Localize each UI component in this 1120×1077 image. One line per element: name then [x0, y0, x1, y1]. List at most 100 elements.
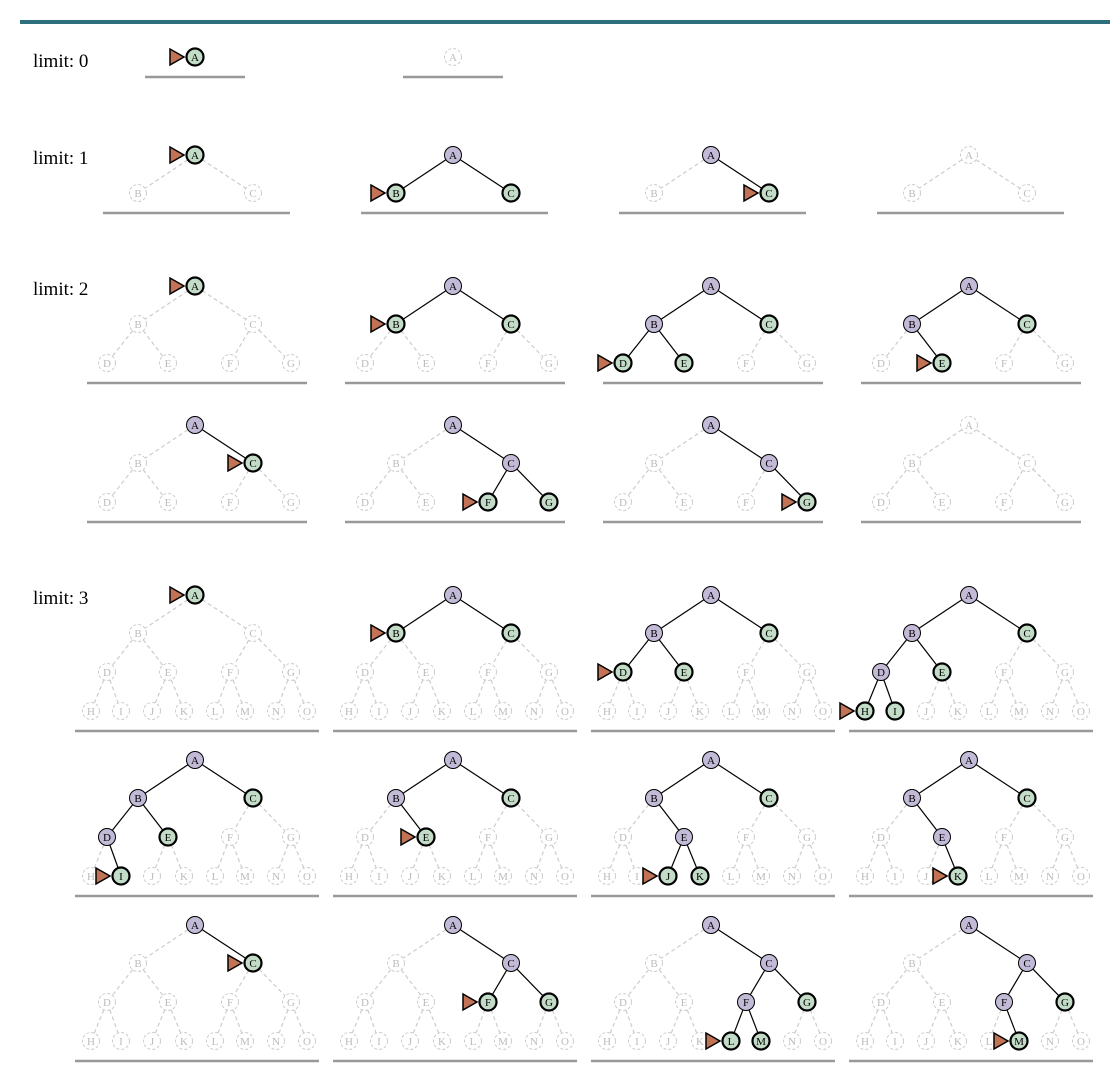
node-label: D [619, 997, 627, 1009]
node-circle [722, 702, 740, 720]
tree-node-f: F [221, 493, 239, 511]
current-node-pointer-icon [227, 453, 244, 473]
node-label: G [1061, 358, 1069, 370]
search-step-panel: A B C [619, 146, 806, 215]
tree-node-m: M [494, 1032, 512, 1050]
node-label: H [861, 871, 869, 883]
node-circle [221, 993, 239, 1011]
node-circle [478, 992, 498, 1012]
tree-edge [170, 844, 182, 869]
tree-edge [402, 429, 447, 459]
tree-edge [1006, 844, 1017, 869]
node-circle [903, 454, 921, 472]
node-label: A [191, 150, 199, 162]
node-label: D [619, 667, 627, 679]
tree-edge [883, 679, 893, 704]
tree-edge [142, 330, 164, 357]
tree-edge [201, 764, 247, 794]
tree-edge [625, 679, 635, 704]
tree-node-o: O [298, 867, 316, 885]
tree-node-d: D [98, 993, 116, 1011]
node-label: N [788, 871, 796, 883]
node-circle [737, 828, 755, 846]
tree-edge [278, 1009, 289, 1034]
tree-node-o: O [1072, 702, 1090, 720]
tree-edge [551, 679, 563, 704]
node-circle [872, 993, 890, 1011]
search-step-panel: A B C D E F G [87, 416, 307, 524]
tree-edge [278, 844, 289, 869]
node-circle [1041, 1032, 1059, 1050]
tree-edge [885, 804, 908, 831]
node-circle [760, 454, 778, 472]
tree-edge [170, 1009, 182, 1034]
tree-node-k: K [433, 1032, 451, 1050]
node-label: G [1061, 497, 1069, 509]
tree-node-l: L [464, 702, 482, 720]
node-circle [502, 954, 520, 972]
node-circle [479, 354, 497, 372]
node-label: F [743, 667, 749, 679]
node-label: L [470, 1036, 477, 1048]
current-node-pointer-icon [462, 992, 479, 1012]
node-label: M [756, 1036, 766, 1048]
node-circle [783, 702, 801, 720]
tree-node-m: M [752, 702, 770, 720]
node-label: B [134, 319, 141, 331]
tree-edge [975, 429, 1021, 459]
tree-node-k: K [949, 1032, 967, 1050]
node-circle [98, 663, 116, 681]
tree-node-e: E [932, 662, 952, 682]
node-circle [267, 702, 285, 720]
tree-edge [142, 639, 164, 666]
tree-edge [609, 1009, 621, 1034]
search-step-panel: A B C D E F G H I J K L M N O [333, 751, 577, 898]
node-circle [186, 416, 204, 434]
node-label: G [545, 497, 553, 509]
tree-node-m: M [236, 1032, 254, 1050]
node-circle [1055, 992, 1075, 1012]
tree-node-c: C [501, 788, 521, 808]
tree-edge [142, 804, 164, 831]
node-circle [1010, 867, 1028, 885]
node-circle [995, 354, 1013, 372]
node-label: B [134, 958, 141, 970]
tree-node-i: I [628, 702, 646, 720]
node-label: A [449, 150, 457, 162]
tree-edge [490, 1009, 501, 1034]
tree-edge [491, 331, 508, 356]
tree-node-b: B [903, 454, 921, 472]
tree-edge [749, 970, 766, 995]
tree-node-d: D [613, 353, 633, 373]
node-circle [298, 702, 316, 720]
node-label: O [303, 871, 311, 883]
tree-edge [490, 844, 501, 869]
tree-edge [351, 1009, 363, 1034]
tree-node-l: L [722, 702, 740, 720]
node-circle [1018, 184, 1036, 202]
node-circle [675, 493, 693, 511]
node-circle [494, 1032, 512, 1050]
tree-node-k: K [175, 867, 193, 885]
node-label: C [1023, 458, 1030, 470]
tree-edge [154, 1009, 166, 1034]
tree-edge [627, 804, 650, 831]
node-label: L [728, 706, 735, 718]
node-label: M [1014, 871, 1024, 883]
node-circle [221, 354, 239, 372]
tree-edge [918, 290, 963, 320]
tree-edge [258, 803, 286, 832]
tree-edge [93, 844, 105, 869]
node-label: I [635, 706, 639, 718]
node-label: C [507, 458, 514, 470]
tree-edge [516, 468, 544, 497]
node-circle [702, 916, 720, 934]
node-label: A [449, 590, 457, 602]
tree-edge [749, 805, 766, 830]
tree-node-e: E [159, 493, 177, 511]
tree-node-a: A [444, 416, 462, 434]
tree-node-f: F [737, 493, 755, 511]
node-circle [186, 916, 204, 934]
tree-node-o: O [1072, 1032, 1090, 1050]
tree-edge [516, 329, 544, 358]
